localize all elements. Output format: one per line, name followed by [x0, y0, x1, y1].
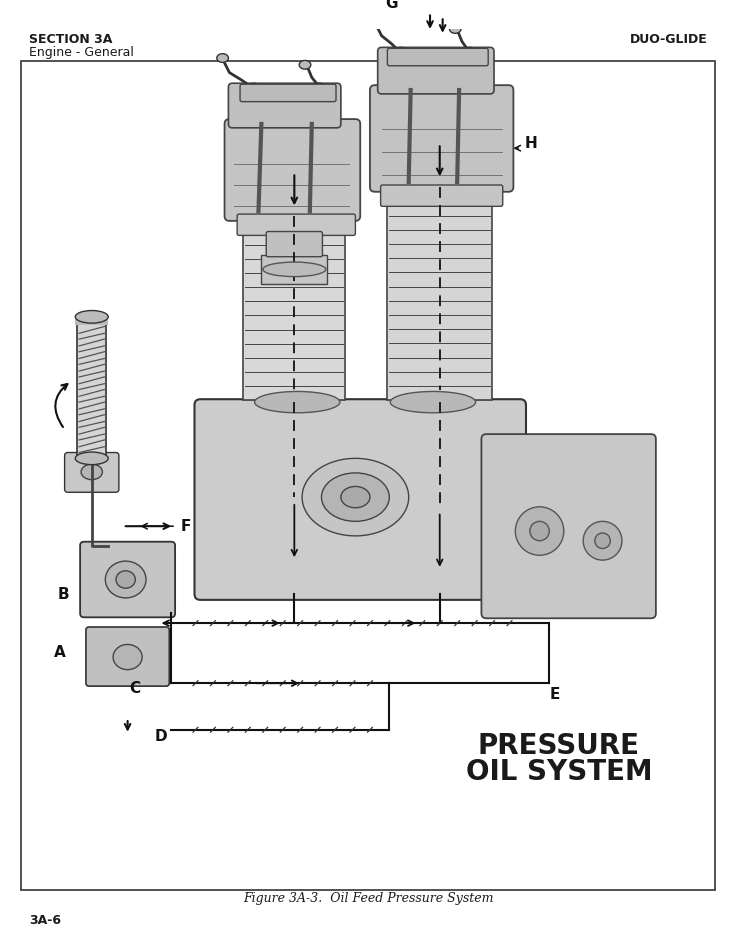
Ellipse shape	[322, 472, 389, 521]
Ellipse shape	[75, 310, 108, 323]
Text: Engine - General: Engine - General	[29, 46, 134, 59]
Ellipse shape	[595, 533, 610, 549]
Text: A: A	[54, 645, 66, 660]
Ellipse shape	[583, 521, 622, 560]
FancyBboxPatch shape	[224, 119, 360, 221]
Text: SECTION 3A: SECTION 3A	[29, 34, 112, 46]
Ellipse shape	[217, 54, 228, 62]
Ellipse shape	[81, 464, 102, 480]
Ellipse shape	[530, 521, 549, 540]
FancyBboxPatch shape	[228, 83, 341, 128]
Ellipse shape	[299, 60, 311, 69]
Text: E: E	[549, 687, 559, 702]
Ellipse shape	[247, 83, 261, 93]
Text: DUO-GLIDE: DUO-GLIDE	[629, 34, 707, 46]
FancyBboxPatch shape	[240, 84, 336, 102]
Ellipse shape	[263, 262, 326, 276]
Bar	[77, 318, 106, 458]
Ellipse shape	[515, 506, 564, 555]
FancyBboxPatch shape	[86, 627, 169, 687]
FancyBboxPatch shape	[387, 48, 488, 66]
Ellipse shape	[394, 47, 408, 57]
Text: G: G	[386, 0, 398, 10]
Ellipse shape	[302, 458, 408, 536]
FancyBboxPatch shape	[481, 434, 656, 619]
Text: H: H	[525, 136, 538, 151]
FancyBboxPatch shape	[266, 232, 322, 256]
Ellipse shape	[313, 83, 326, 93]
Ellipse shape	[341, 487, 370, 507]
Text: PRESSURE: PRESSURE	[478, 732, 640, 760]
Bar	[261, 255, 328, 284]
Text: D: D	[155, 729, 167, 744]
FancyBboxPatch shape	[194, 399, 526, 600]
FancyBboxPatch shape	[80, 541, 175, 618]
Text: B: B	[58, 587, 69, 602]
Ellipse shape	[450, 25, 461, 33]
Ellipse shape	[368, 17, 380, 25]
Ellipse shape	[113, 644, 142, 670]
Ellipse shape	[255, 391, 340, 413]
Ellipse shape	[463, 47, 477, 57]
FancyBboxPatch shape	[65, 453, 119, 492]
Ellipse shape	[116, 571, 135, 588]
Ellipse shape	[75, 452, 108, 465]
Text: F: F	[181, 519, 191, 534]
FancyBboxPatch shape	[378, 47, 494, 94]
Bar	[75, 315, 108, 324]
Bar	[387, 202, 492, 400]
Text: Figure 3A-3.  Oil Feed Pressure System: Figure 3A-3. Oil Feed Pressure System	[243, 892, 493, 905]
FancyBboxPatch shape	[237, 214, 355, 236]
Text: 3A-6: 3A-6	[29, 914, 61, 927]
FancyBboxPatch shape	[381, 185, 503, 207]
Text: C: C	[130, 681, 141, 696]
Text: OIL SYSTEM: OIL SYSTEM	[466, 758, 652, 786]
Bar	[244, 230, 345, 400]
FancyBboxPatch shape	[370, 85, 514, 191]
Ellipse shape	[105, 561, 146, 598]
Ellipse shape	[390, 391, 475, 413]
